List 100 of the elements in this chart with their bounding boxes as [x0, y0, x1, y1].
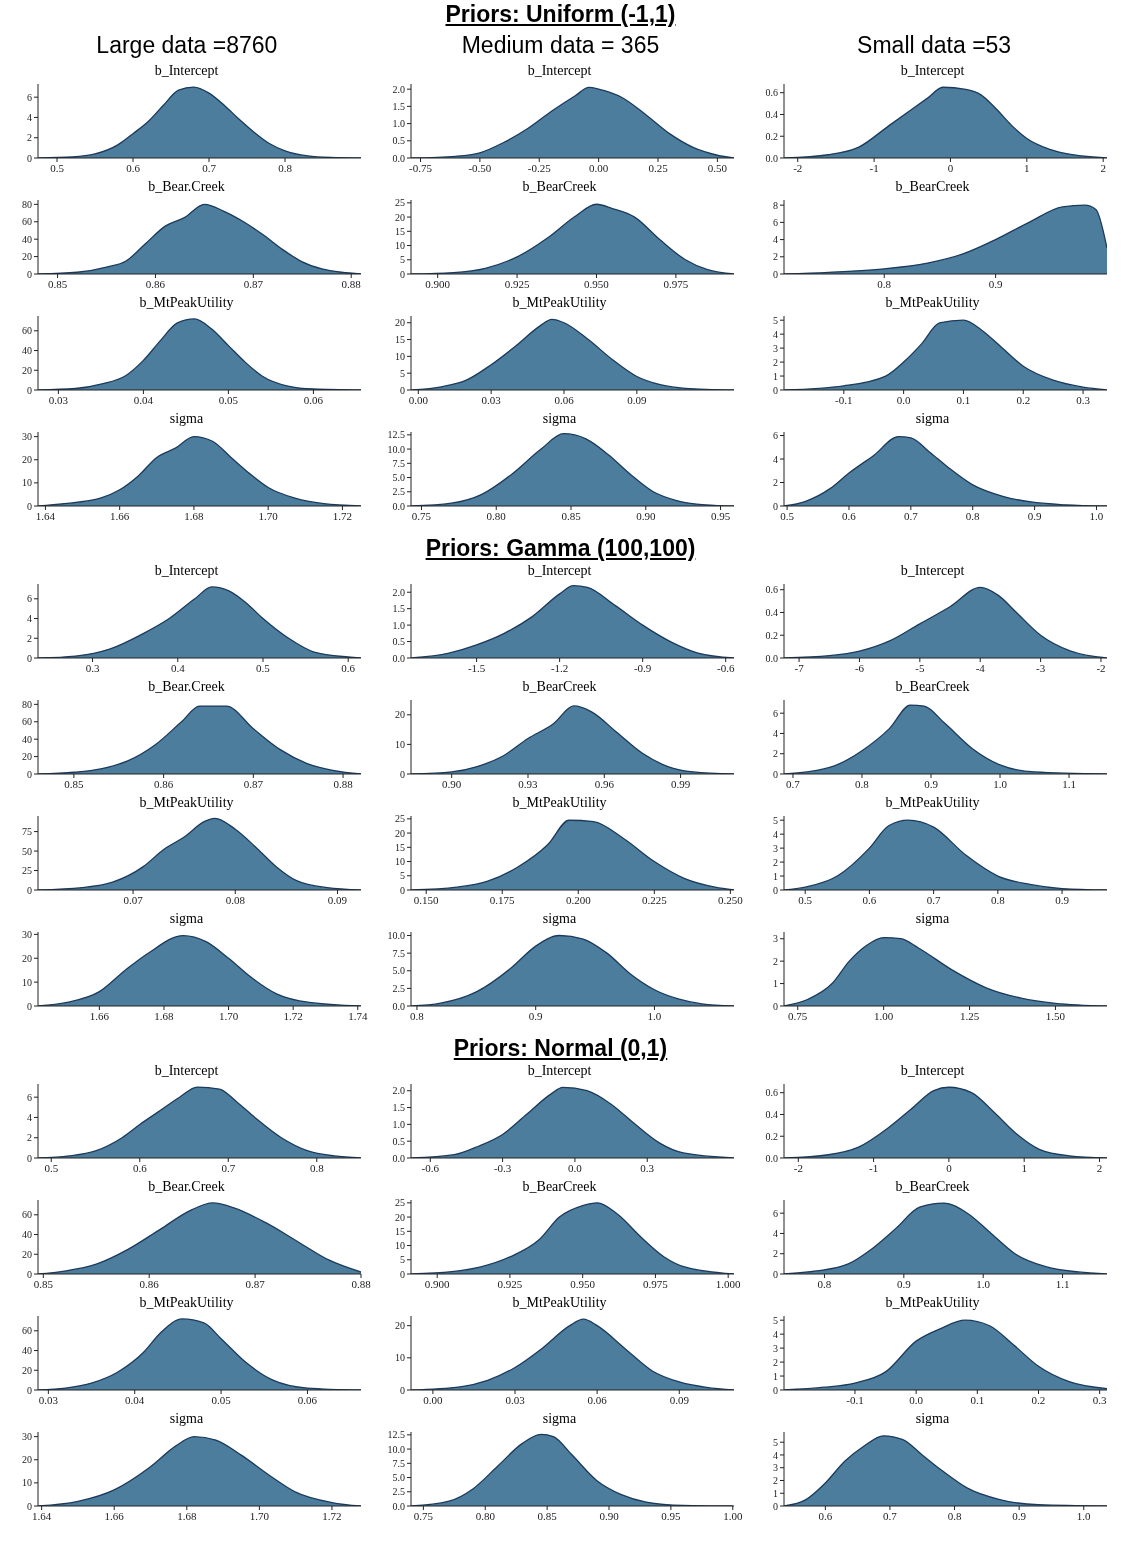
y-tick-label: 0	[773, 384, 778, 396]
x-tick-label: 0.00	[423, 1393, 444, 1406]
y-tick-label: 1	[773, 978, 778, 990]
x-tick-label: 0.925	[497, 1277, 523, 1290]
y-tick-label: 2	[773, 251, 778, 263]
x-tick-label: 0.90	[599, 1509, 620, 1522]
x-tick-label: 0.9	[1027, 509, 1042, 522]
x-tick-label: 1.72	[332, 509, 353, 522]
y-tick-label: 20	[22, 454, 32, 466]
y-tick-label: 0	[773, 884, 778, 896]
x-tick-label: 0.88	[333, 777, 354, 790]
x-tick-label: 0.1	[956, 393, 971, 406]
y-tick-label: 0	[400, 768, 405, 780]
y-tick-label: 20	[22, 364, 32, 376]
y-tick-label: 4	[773, 234, 778, 246]
x-tick-label: 0.5	[50, 161, 65, 174]
x-tick-label: 0.85	[47, 277, 68, 290]
y-tick-label: 10	[395, 1352, 405, 1364]
y-tick-label: 10.0	[387, 1443, 405, 1455]
x-tick-label: 1	[1024, 161, 1030, 174]
x-tick-label: 0.05	[211, 1393, 232, 1406]
x-tick-label: 0.3	[1076, 393, 1091, 406]
y-tick-label: 0	[773, 1268, 778, 1280]
x-tick-label: 0.2	[1031, 1393, 1046, 1406]
y-tick-label: 15	[395, 225, 405, 237]
y-tick-label: 10	[22, 976, 32, 988]
x-tick-label: 0.8	[965, 509, 981, 522]
chart-title: sigma	[168, 410, 205, 428]
x-tick-label: 0.50	[707, 161, 728, 174]
x-tick-label: 0	[947, 161, 954, 174]
y-tick-label: 25	[395, 813, 405, 825]
x-tick-label: 0.150	[413, 893, 440, 906]
x-tick-label: 0.8	[877, 277, 892, 290]
x-tick-label: 0.1	[970, 1393, 985, 1406]
y-tick-label: 15	[395, 334, 405, 346]
x-tick-label: 1.66	[89, 1009, 110, 1022]
x-tick-label: 0.6	[842, 509, 857, 522]
x-tick-label: 0.3	[640, 1161, 655, 1174]
y-tick-label: 8	[773, 199, 778, 211]
y-tick-label: 10	[395, 1240, 405, 1252]
x-tick-label: 0.04	[133, 393, 154, 406]
y-tick-label: 2.0	[392, 586, 405, 598]
y-tick-label: 5	[400, 1254, 405, 1266]
y-tick-label: 30	[22, 1431, 32, 1443]
y-tick-label: 2	[773, 1475, 778, 1487]
x-tick-label: 1.00	[723, 1509, 743, 1522]
y-tick-label: 0	[400, 1384, 405, 1396]
y-tick-label: 20	[22, 251, 32, 263]
y-tick-label: 4	[773, 1228, 778, 1239]
x-tick-label: -1.5	[467, 661, 486, 674]
y-tick-label: 10	[395, 738, 405, 750]
chart-title: b_BearCreek	[894, 178, 971, 196]
y-tick-label: 4	[773, 728, 778, 739]
chart-title: b_MtPeakUtility	[138, 294, 235, 312]
y-tick-label: 10.0	[387, 443, 405, 455]
x-tick-label: 0.95	[710, 509, 731, 522]
chart-title: b_Bear.Creek	[147, 678, 226, 696]
y-tick-label: 20	[395, 827, 405, 839]
text: Medium data = 365	[460, 31, 661, 60]
y-tick-label: 4	[773, 328, 778, 340]
chart-title: b_Intercept	[526, 1062, 593, 1080]
x-tick-label: 0.03	[38, 1393, 59, 1406]
x-tick-label: 0.80	[475, 1509, 496, 1522]
y-tick-label: 30	[22, 431, 32, 443]
x-tick-label: 1.72	[283, 1009, 303, 1022]
y-tick-label: 2.5	[392, 982, 405, 994]
y-tick-label: 1.5	[392, 603, 405, 615]
y-tick-label: 0.5	[392, 636, 405, 648]
x-tick-label: 1.70	[218, 1009, 239, 1022]
x-tick-label: 1.66	[110, 509, 130, 522]
y-tick-label: 0	[27, 1268, 32, 1280]
y-tick-label: 1	[773, 870, 778, 882]
y-tick-label: 0.0	[765, 152, 778, 164]
y-tick-label: 0.2	[765, 629, 778, 641]
y-tick-label: 40	[22, 233, 32, 245]
y-tick-label: 2	[773, 748, 778, 760]
x-tick-label: 0.03	[48, 393, 69, 406]
y-tick-label: 30	[22, 928, 32, 940]
x-tick-label: 0.6	[818, 1509, 833, 1522]
y-tick-label: 0	[400, 884, 405, 896]
y-tick-label: 0	[27, 1384, 32, 1396]
y-tick-label: 0	[773, 768, 778, 780]
x-tick-label: 1.64	[35, 509, 56, 522]
x-tick-label: 0.80	[486, 509, 507, 522]
chart-title: b_BearCreek	[521, 678, 598, 696]
y-tick-label: 6	[773, 216, 778, 228]
y-tick-label: 3	[773, 1342, 778, 1354]
y-tick-label: 0.0	[392, 652, 405, 664]
x-tick-label: 1.0	[993, 777, 1008, 790]
y-tick-label: 20	[22, 1364, 32, 1376]
x-tick-label: 0.04	[125, 1393, 145, 1406]
x-tick-label: 0.6	[341, 661, 356, 674]
y-tick-label: 1	[773, 1370, 778, 1382]
chart-title: b_BearCreek	[894, 1178, 971, 1196]
y-tick-label: 80	[22, 198, 32, 210]
x-tick-label: -1	[869, 1161, 879, 1174]
y-tick-label: 4	[27, 112, 32, 123]
x-tick-label: 1.0	[1076, 1509, 1092, 1522]
x-tick-label: 0.5	[798, 893, 813, 906]
x-tick-label: 0.09	[327, 893, 348, 906]
